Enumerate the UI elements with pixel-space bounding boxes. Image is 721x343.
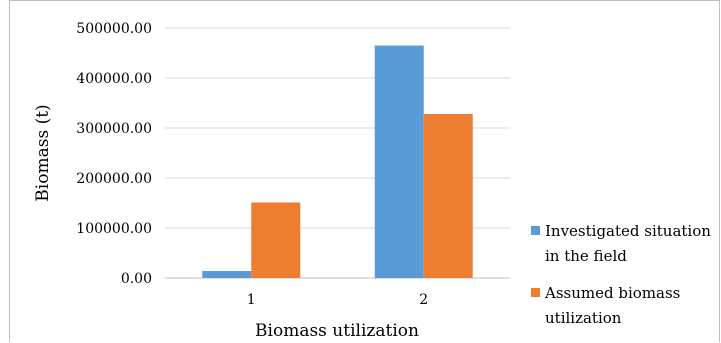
legend-label: in the field [545, 247, 627, 265]
y-tick-label: 0.00 [121, 271, 152, 287]
y-tick-label: 500000.00 [76, 21, 152, 37]
legend-label: Investigated situation [545, 222, 711, 240]
bars [202, 45, 473, 278]
y-tick-label: 300000.00 [76, 121, 152, 137]
bar-series2-cat1 [251, 202, 301, 278]
y-tick-label: 400000.00 [76, 71, 152, 87]
legend-swatch [531, 288, 540, 297]
y-tick-label: 100000.00 [76, 221, 152, 237]
y-tick-labels: 0.00 100000.00 200000.00 300000.00 400000.00… [76, 21, 152, 287]
y-tick-label: 200000.00 [76, 171, 152, 187]
bar-series1-cat1 [202, 271, 252, 278]
bar-series1-cat2 [374, 45, 424, 278]
bar-series2-cat2 [423, 114, 473, 278]
x-tick-label: 1 [247, 292, 256, 308]
legend-label: Assumed biomass [544, 284, 680, 302]
legend-swatch [531, 226, 540, 235]
y-axis-title: Biomass (t) [33, 104, 53, 201]
legend-label: utilization [545, 309, 622, 327]
chart-frame [9, 0, 720, 342]
x-tick-label: 2 [419, 292, 428, 308]
x-axis-title: Biomass utilization [255, 321, 419, 341]
legend: Investigated situation in the field Assume… [531, 222, 711, 327]
